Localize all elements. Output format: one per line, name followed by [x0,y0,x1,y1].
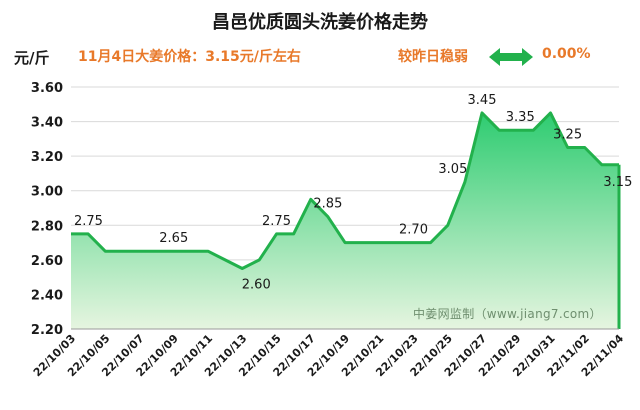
watermark: 中姜网监制（www.jiang7.com） [413,307,602,321]
compare-text: 较昨日稳弱 [398,49,468,65]
change-value: 0.00% [542,46,591,62]
data-label: 2.65 [159,231,188,246]
data-label: 2.75 [74,214,103,229]
price-note: 11月4日大姜价格：3.15元/斤左右 [78,49,301,65]
y-tick-label: 2.20 [31,323,63,338]
data-label: 2.75 [262,214,291,229]
y-tick-label: 3.60 [31,81,63,96]
y-tick-label: 2.80 [31,219,63,234]
data-label: 2.85 [313,197,342,212]
data-label: 3.45 [468,93,497,108]
data-label: 2.70 [399,223,428,238]
data-label: 2.60 [242,278,271,293]
data-label: 3.05 [438,162,467,177]
price-area [71,112,619,329]
y-tick-label: 2.40 [31,288,63,303]
y-tick-label: 3.20 [31,150,63,165]
chart-title: 昌邑优质圆头洗姜价格走势 [212,12,428,33]
unit-label: 元/斤 [14,49,50,67]
double-arrow-icon [489,48,533,66]
data-label: 3.35 [506,110,535,125]
y-tick-label: 3.40 [31,116,63,131]
y-tick-label: 3.00 [31,185,63,200]
y-tick-label: 2.60 [31,254,63,269]
data-label: 3.25 [553,128,582,143]
price-line [71,111,619,270]
data-label: 3.15 [603,175,632,190]
